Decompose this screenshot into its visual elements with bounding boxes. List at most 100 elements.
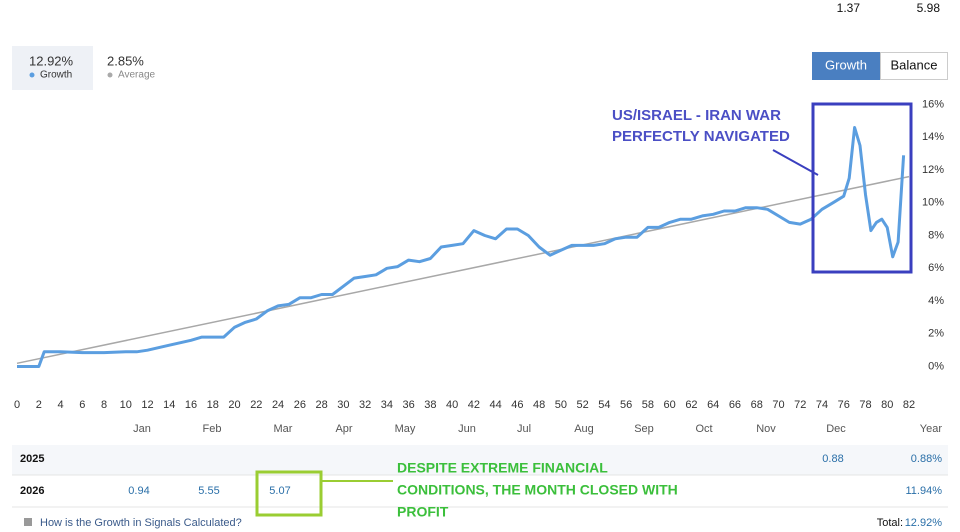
row-label: 2026: [20, 485, 44, 497]
table: Jan Feb Mar Apr May Jun Jul Aug Sep Oct Nov Dec Year…: [20, 423, 942, 497]
total-value: 12.92%: [905, 517, 943, 529]
x-tick-label: 80: [881, 399, 893, 411]
x-tick-label: 56: [620, 399, 632, 411]
table-row-bg: [12, 445, 948, 475]
tab-button-label[interactable]: Balance: [891, 57, 938, 72]
y-tick-label: 0%: [928, 360, 944, 372]
chart: 0%2%4%6%8%10%12%14%16%0 2 4 6 8 10 12 14 16 18 20 2…: [14, 98, 944, 410]
table-cell: 5.07: [269, 485, 290, 497]
x-tick-label: 50: [555, 399, 567, 411]
row-label: 2025: [20, 453, 44, 465]
table-cell: 11.94%: [906, 485, 943, 497]
x-tick-label: 4: [57, 399, 63, 411]
tab-button[interactable]: [880, 52, 948, 80]
x-tick-label: 78: [859, 399, 871, 411]
x-tick-label: 40: [446, 399, 458, 411]
x-tick-label: 70: [772, 399, 784, 411]
tab-button[interactable]: [812, 52, 880, 80]
column-header: Dec: [826, 423, 846, 435]
x-tick-label: 2: [36, 399, 42, 411]
y-tick-label: 16%: [922, 98, 944, 110]
column-header: Sep: [634, 423, 654, 435]
x-tick-label: 46: [511, 399, 523, 411]
stat-label: Average: [118, 70, 156, 81]
x-tick-label: 60: [664, 399, 676, 411]
x-tick-label: 76: [838, 399, 850, 411]
x-tick-label: 8: [101, 399, 107, 411]
x-tick-label: 14: [163, 399, 175, 411]
table-cell: 0.88: [822, 453, 843, 465]
stat-label: Growth: [40, 70, 72, 81]
column-header: May: [395, 423, 416, 435]
x-tick-label: 74: [816, 399, 828, 411]
x-tick-label: 10: [120, 399, 132, 411]
annotation-arrow: [772, 149, 819, 176]
x-tick-label: 32: [359, 399, 371, 411]
x-tick-label: 18: [207, 399, 219, 411]
note: CONDITIONS, THE MONTH CLOSED WITH: [397, 482, 678, 498]
header-value: 5.98: [917, 1, 941, 15]
table-cell: 5.55: [198, 485, 219, 497]
tab-button-label[interactable]: Growth: [825, 57, 867, 72]
note: PROFIT: [397, 504, 449, 520]
x-tick-label: 72: [794, 399, 806, 411]
x-tick-label: 44: [490, 399, 502, 411]
x-tick-label: 66: [729, 399, 741, 411]
column-header: Feb: [203, 423, 222, 435]
x-tick-label: 12: [141, 399, 153, 411]
x-tick-label: 20: [228, 399, 240, 411]
x-tick-label: 36: [402, 399, 414, 411]
column-header: Oct: [695, 423, 712, 435]
annotation-box: [811, 102, 913, 274]
x-tick-label: 16: [185, 399, 197, 411]
x-tick-label: 30: [337, 399, 349, 411]
total-label: Total:: [877, 517, 903, 529]
x-tick-label: 38: [424, 399, 436, 411]
x-tick-label: 26: [294, 399, 306, 411]
help-link[interactable]: How is the Growth in Signals Calculated?: [40, 517, 242, 529]
annotation: PERFECTLY NAVIGATED: [612, 128, 790, 145]
column-header: Apr: [335, 423, 352, 435]
y-tick-label: 6%: [928, 262, 944, 274]
x-tick-label: 22: [250, 399, 262, 411]
x-tick-label: 52: [577, 399, 589, 411]
y-tick-label: 14%: [922, 131, 944, 143]
column-header: Jul: [517, 423, 531, 435]
y-tick-label: 8%: [928, 229, 944, 241]
note: DESPITE EXTREME FINANCIAL: [397, 460, 608, 476]
stat-value: 12.92%: [29, 53, 74, 68]
x-tick-label: 6: [79, 399, 85, 411]
table-cell: 0.94: [128, 485, 149, 497]
x-tick-label: 54: [598, 399, 610, 411]
x-tick-label: 28: [315, 399, 327, 411]
column-header: Nov: [756, 423, 776, 435]
x-tick-label: 58: [642, 399, 654, 411]
x-tick-label: 68: [751, 399, 763, 411]
x-tick-label: 48: [533, 399, 545, 411]
y-tick-label: 2%: [928, 328, 944, 340]
x-tick-label: 24: [272, 399, 284, 411]
x-tick-label: 0: [14, 399, 20, 411]
y-tick-label: 10%: [922, 197, 944, 209]
x-tick-label: 64: [707, 399, 719, 411]
series-line: [17, 126, 906, 368]
x-tick-label: 82: [903, 399, 915, 411]
y-tick-label: 12%: [922, 164, 944, 176]
column-header: Mar: [274, 423, 293, 435]
x-tick-label: 34: [381, 399, 393, 411]
table-cell: 0.88%: [911, 453, 942, 465]
legend-dot: [29, 72, 35, 78]
x-tick-label: 62: [685, 399, 697, 411]
help-icon: [24, 518, 32, 526]
y-tick-label: 4%: [928, 295, 944, 307]
column-header: Year: [920, 423, 943, 435]
stat-value: 2.85%: [107, 53, 144, 68]
note-box: [255, 470, 323, 517]
stat-tab-active[interactable]: [12, 46, 93, 90]
legend-dot: [107, 72, 113, 78]
series-line: [16, 175, 910, 365]
column-header: Aug: [574, 423, 594, 435]
column-header: Jun: [458, 423, 476, 435]
x-tick-label: 42: [468, 399, 480, 411]
